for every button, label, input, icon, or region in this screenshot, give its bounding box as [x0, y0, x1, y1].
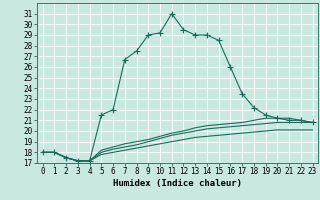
X-axis label: Humidex (Indice chaleur): Humidex (Indice chaleur): [113, 179, 242, 188]
